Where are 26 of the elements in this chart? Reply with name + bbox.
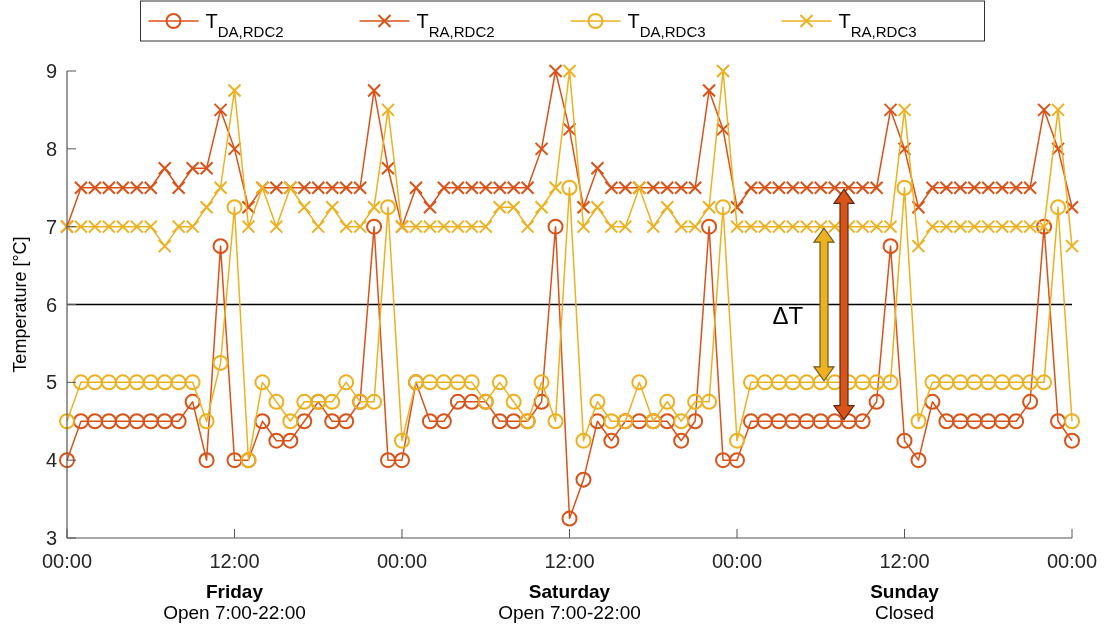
y-tick-label: 7 — [45, 215, 57, 238]
text: Closed — [874, 602, 935, 623]
legend-label: T$_{DA,RDC2}$ — [205, 10, 284, 40]
legend-label: T$_{DA,RDC3}$ — [627, 10, 706, 40]
text: Open 7:00-22:00 — [163, 602, 306, 623]
x-tick-label: 00:00 — [1046, 550, 1098, 572]
text: Friday — [205, 581, 264, 602]
x-tick-label: 12:00 — [544, 550, 595, 572]
y-tick-label: 4 — [45, 449, 57, 472]
x-tick-label: 00:00 — [711, 550, 763, 572]
x-tick-label: 00:00 — [41, 550, 93, 572]
y-tick-label: 3 — [45, 527, 57, 549]
legend-label: T$_{RA,RDC3}$ — [838, 10, 917, 40]
y-tick-label: 6 — [45, 293, 57, 316]
text: Saturday — [528, 581, 611, 602]
annotation: ΔT — [772, 301, 804, 329]
text: Sunday — [870, 581, 940, 602]
x-tick-label: 12:00 — [209, 550, 260, 572]
y-tick-label: 8 — [45, 137, 57, 160]
text: Open 7:00-22:00 — [498, 602, 641, 623]
y-tick-label: 9 — [45, 60, 57, 82]
y-axis-title: Temperature [°C] — [10, 236, 30, 373]
x-tick-label: 12:00 — [879, 550, 930, 572]
legend-label: T$_{RA,RDC2}$ — [416, 10, 495, 40]
x-tick-label: 00:00 — [376, 550, 428, 572]
y-tick-label: 5 — [45, 371, 57, 394]
